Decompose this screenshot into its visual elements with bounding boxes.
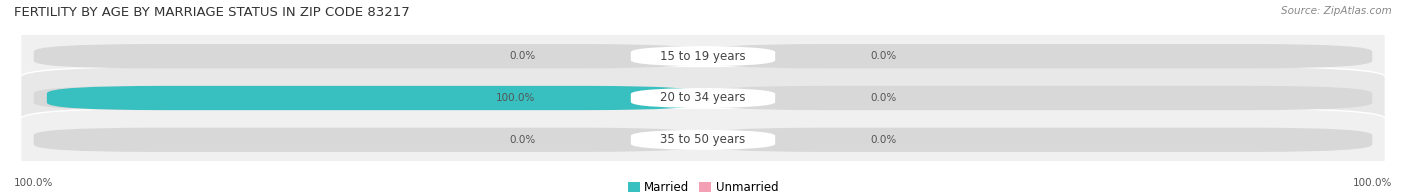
FancyBboxPatch shape — [21, 25, 1385, 88]
FancyBboxPatch shape — [34, 44, 703, 68]
Text: 20 to 34 years: 20 to 34 years — [661, 92, 745, 104]
FancyBboxPatch shape — [631, 46, 775, 66]
FancyBboxPatch shape — [703, 128, 1372, 152]
Text: 100.0%: 100.0% — [14, 178, 53, 188]
FancyBboxPatch shape — [21, 66, 1385, 130]
Text: 0.0%: 0.0% — [870, 135, 897, 145]
Text: 0.0%: 0.0% — [509, 135, 536, 145]
Text: 100.0%: 100.0% — [1353, 178, 1392, 188]
FancyBboxPatch shape — [631, 130, 775, 150]
Text: 100.0%: 100.0% — [496, 93, 536, 103]
Text: 0.0%: 0.0% — [870, 93, 897, 103]
FancyBboxPatch shape — [34, 86, 703, 110]
FancyBboxPatch shape — [21, 108, 1385, 171]
Text: FERTILITY BY AGE BY MARRIAGE STATUS IN ZIP CODE 83217: FERTILITY BY AGE BY MARRIAGE STATUS IN Z… — [14, 6, 409, 19]
Text: 0.0%: 0.0% — [870, 51, 897, 61]
Text: 35 to 50 years: 35 to 50 years — [661, 133, 745, 146]
Text: Source: ZipAtlas.com: Source: ZipAtlas.com — [1281, 6, 1392, 16]
Legend: Married, Unmarried: Married, Unmarried — [623, 176, 783, 196]
Text: 0.0%: 0.0% — [509, 51, 536, 61]
FancyBboxPatch shape — [631, 88, 775, 108]
FancyBboxPatch shape — [703, 86, 1372, 110]
Text: 15 to 19 years: 15 to 19 years — [661, 50, 745, 63]
FancyBboxPatch shape — [703, 44, 1372, 68]
FancyBboxPatch shape — [34, 128, 703, 152]
FancyBboxPatch shape — [46, 86, 703, 110]
